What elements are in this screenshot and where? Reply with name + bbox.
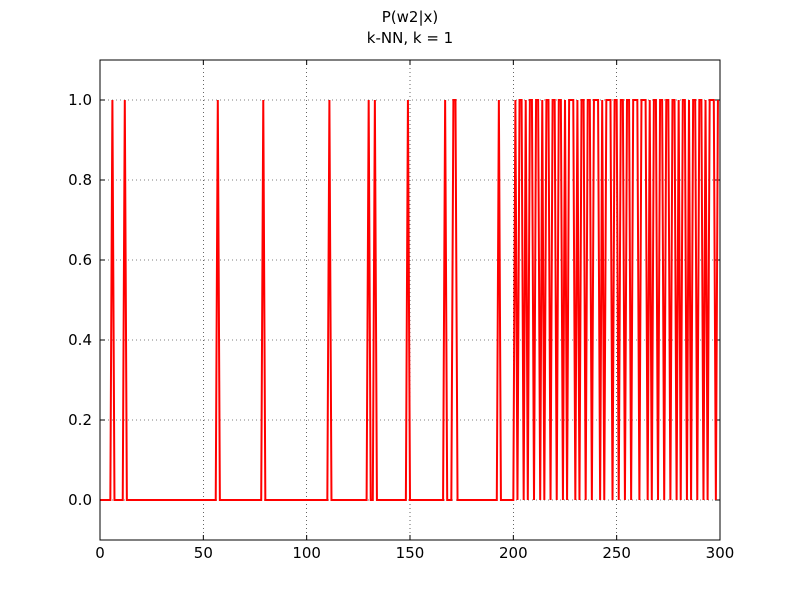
y-tick-label: 1.0 bbox=[68, 91, 92, 109]
y-tick-label: 0.0 bbox=[68, 491, 92, 509]
chart-title: P(w2|x) bbox=[382, 8, 439, 26]
y-tick-label: 0.8 bbox=[68, 171, 92, 189]
x-tick-label: 200 bbox=[499, 544, 528, 562]
y-tick-label: 0.4 bbox=[68, 331, 92, 349]
x-tick-label: 250 bbox=[602, 544, 631, 562]
plot-frame bbox=[99, 59, 721, 541]
x-tick-label: 100 bbox=[292, 544, 321, 562]
x-tick-label: 300 bbox=[706, 544, 735, 562]
x-tick-label: 0 bbox=[95, 544, 105, 562]
x-tick-label: 150 bbox=[396, 544, 425, 562]
y-tick-label: 0.6 bbox=[68, 251, 92, 269]
chart-subtitle: k-NN, k = 1 bbox=[367, 29, 453, 47]
data-line bbox=[100, 99, 719, 501]
x-tick-label: 50 bbox=[194, 544, 213, 562]
y-tick-label: 0.2 bbox=[68, 411, 92, 429]
plot-area: 0 50 100 150 200 250 300 0.0 0.2 0.4 0.6 0.8 1.0 bbox=[68, 59, 735, 562]
